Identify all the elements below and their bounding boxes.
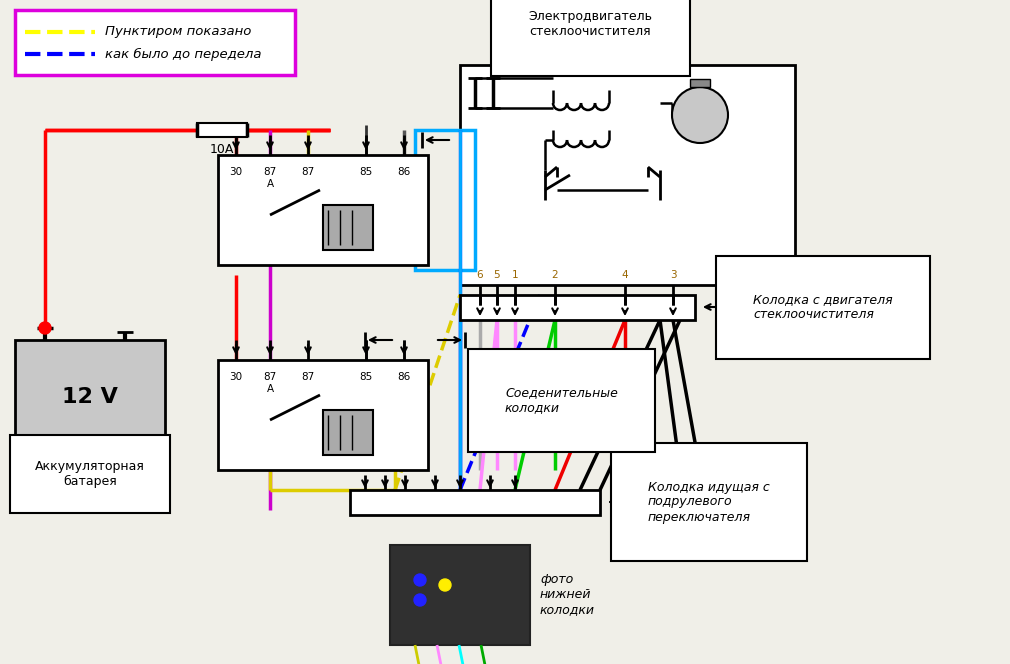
Text: Соеденительные
колодки: Соеденительные колодки [505, 386, 618, 414]
Bar [390, 545, 530, 645]
Text: 30: 30 [229, 372, 242, 382]
Text: 3: 3 [670, 270, 677, 280]
Bar [690, 79, 710, 87]
Text: 6: 6 [477, 270, 484, 280]
Bar [218, 360, 428, 470]
Text: 86: 86 [397, 167, 411, 177]
Circle shape [439, 579, 451, 591]
Text: 85: 85 [360, 372, 373, 382]
Text: Электродвигатель
стеклоочистителя: Электродвигатель стеклоочистителя [528, 10, 652, 38]
Text: 10А: 10А [210, 143, 234, 156]
Text: 87: 87 [301, 167, 315, 177]
Bar [15, 340, 165, 455]
Text: 87
A: 87 A [264, 372, 277, 394]
Text: Пунктиром показано: Пунктиром показано [105, 25, 251, 39]
Text: 85: 85 [360, 167, 373, 177]
Bar [218, 155, 428, 265]
Text: 30: 30 [229, 167, 242, 177]
Text: 87
A: 87 A [264, 167, 277, 189]
Text: 5: 5 [494, 270, 500, 280]
Circle shape [414, 574, 426, 586]
Bar [323, 410, 373, 455]
Text: Аккумуляторная
батарея: Аккумуляторная батарея [35, 460, 145, 488]
Text: 87: 87 [301, 372, 315, 382]
Circle shape [414, 594, 426, 606]
Bar [15, 10, 295, 75]
Bar [197, 123, 247, 137]
Text: как было до передела: как было до передела [105, 47, 262, 60]
Bar [460, 65, 795, 285]
Circle shape [39, 322, 50, 334]
Bar [350, 490, 600, 515]
Bar [323, 205, 373, 250]
Bar [460, 295, 695, 320]
Text: 1: 1 [512, 270, 518, 280]
Text: 4: 4 [622, 270, 628, 280]
Circle shape [672, 87, 728, 143]
Text: фото
нижней
колодки: фото нижней колодки [540, 574, 595, 616]
Bar [415, 130, 475, 270]
Text: 86: 86 [397, 372, 411, 382]
Text: Колодка с двигателя
стеклоочистителя: Колодка с двигателя стеклоочистителя [753, 293, 893, 321]
Text: 12 V: 12 V [62, 387, 118, 407]
Text: 2: 2 [551, 270, 559, 280]
Text: Колодка идущая с
подрулевого
переключателя: Колодка идущая с подрулевого переключате… [648, 481, 770, 523]
